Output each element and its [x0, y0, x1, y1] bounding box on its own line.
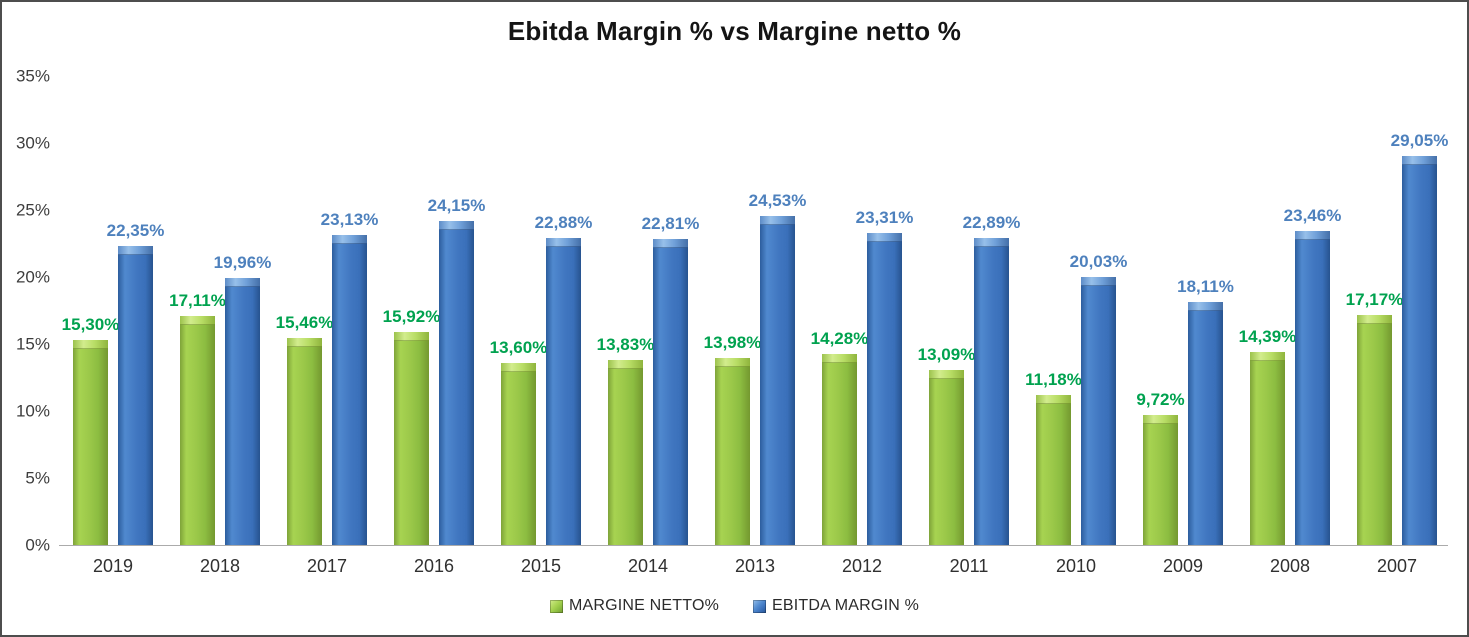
- margine-netto-data-label-2008: 14,39%: [1238, 327, 1297, 347]
- y-tick-label: 5%: [25, 468, 50, 488]
- bar-group-2015: 13,60% 22,88% 2015: [490, 76, 593, 575]
- margine-netto-bar-2016: 15,92%: [383, 308, 440, 545]
- margine-netto-bar-2015: 13,60%: [490, 339, 547, 545]
- legend-label-margine-netto: MARGINE NETTO%: [568, 597, 720, 614]
- x-axis-line: [59, 545, 1448, 546]
- margine-netto-data-label-2012: 14,28%: [810, 328, 869, 348]
- margine-netto-bar-2009: 9,72%: [1136, 391, 1185, 545]
- bar-group-2011: 13,09% 22,89% 2011: [918, 76, 1021, 575]
- x-tick-label-2009: 2009: [1162, 556, 1204, 576]
- x-tick-label-2008: 2008: [1269, 556, 1311, 576]
- x-tick-label-2015: 2015: [520, 556, 562, 576]
- ebitda-margin-bar-2009: 18,11%: [1177, 278, 1234, 545]
- ebitda-margin-data-label-2007: 29,05%: [1390, 130, 1449, 150]
- margine-netto-data-label-2015: 13,60%: [489, 337, 548, 357]
- ebitda-margin-bar-2017: 23,13%: [321, 211, 378, 545]
- ebitda-margin-data-label-2009: 18,11%: [1177, 277, 1234, 297]
- legend-marker-green-icon: [549, 599, 563, 613]
- margine-netto-bar-2017: 15,46%: [276, 314, 333, 545]
- margine-netto-data-label-2010: 11,18%: [1025, 370, 1082, 390]
- ebitda-margin-data-label-2015: 22,88%: [534, 213, 593, 233]
- bar-group-2018: 17,11% 19,96% 2018: [169, 76, 271, 575]
- ebitda-margin-data-label-2008: 23,46%: [1283, 205, 1342, 225]
- x-tick-label-2016: 2016: [413, 556, 455, 576]
- x-tick-label-2011: 2011: [949, 556, 989, 576]
- x-tick-label-2019: 2019: [92, 556, 134, 576]
- margine-netto-data-label-2019: 15,30%: [61, 314, 120, 334]
- legend-label-ebitda-margin: EBITDA MARGIN %: [772, 597, 920, 614]
- margine-netto-data-label-2018: 17,11%: [169, 290, 226, 310]
- y-tick-label: 35%: [15, 66, 50, 86]
- margine-netto-bar-2010: 11,18%: [1025, 371, 1082, 545]
- bar-group-2007: 17,17% 29,05% 2007: [1346, 76, 1449, 575]
- y-tick-label: 25%: [15, 200, 50, 220]
- x-tick-label-2012: 2012: [841, 556, 883, 576]
- margine-netto-data-label-2009: 9,72%: [1136, 389, 1185, 409]
- ebitda-margin-bar-2019: 22,35%: [107, 222, 164, 545]
- y-tick-label: 0%: [25, 535, 50, 555]
- ebitda-margin-data-label-2013: 24,53%: [748, 191, 807, 211]
- bar-group-2016: 15,92% 24,15% 2016: [383, 76, 486, 575]
- margine-netto-bar-2013: 13,98%: [704, 334, 761, 545]
- ebitda-margin-data-label-2018: 19,96%: [213, 252, 272, 272]
- ebitda-margin-bar-2011: 22,89%: [963, 214, 1020, 545]
- margine-netto-data-label-2016: 15,92%: [382, 306, 441, 326]
- margine-netto-data-label-2014: 13,83%: [596, 334, 655, 354]
- ebitda-margin-bar-2008: 23,46%: [1284, 207, 1341, 545]
- x-tick-label-2013: 2013: [734, 556, 776, 576]
- bar-group-2008: 14,39% 23,46% 2008: [1239, 76, 1342, 575]
- margine-netto-data-label-2013: 13,98%: [703, 332, 762, 352]
- margine-netto-bar-2007: 17,17%: [1346, 291, 1403, 545]
- y-axis: 0% 5% 10% 15% 20% 25% 30% 35%: [10, 68, 50, 554]
- legend-marker-blue-icon: [753, 599, 767, 613]
- ebitda-margin-data-label-2014: 22,81%: [641, 214, 700, 234]
- x-tick-label-2018: 2018: [199, 556, 241, 576]
- ebitda-margin-data-label-2017: 23,13%: [320, 210, 379, 230]
- legend-entry-ebitda-margin: EBITDA MARGIN %: [753, 597, 919, 615]
- bar-group-2014: 13,83% 22,81% 2014: [597, 76, 700, 575]
- margine-netto-bar-2018: 17,11%: [169, 292, 226, 545]
- ebitda-margin-data-label-2019: 22,35%: [106, 220, 165, 240]
- margine-netto-data-label-2007: 17,17%: [1345, 289, 1404, 309]
- y-tick-label: 10%: [15, 401, 50, 421]
- y-tick-label: 15%: [15, 334, 50, 354]
- ebitda-margin-data-label-2016: 24,15%: [427, 196, 486, 216]
- ebitda-margin-data-label-2011: 22,89%: [962, 213, 1021, 233]
- margine-netto-data-label-2011: 13,09%: [917, 344, 976, 364]
- bar-group-2019: 15,30% 22,35% 2019: [62, 76, 165, 575]
- margine-netto-bar-2011: 13,09%: [918, 346, 975, 545]
- x-tick-label-2014: 2014: [627, 556, 669, 576]
- bar-groups: 15,30% 22,35% 2019 17,11% 19,96% 2018 15,46% 23…: [62, 76, 1449, 575]
- margine-netto-bar-2008: 14,39%: [1239, 328, 1296, 545]
- margine-netto-bar-2019: 15,30%: [62, 316, 119, 545]
- x-tick-label-2010: 2010: [1055, 556, 1097, 576]
- ebitda-margin-data-label-2012: 23,31%: [855, 207, 914, 227]
- margine-netto-bar-2014: 13,83%: [597, 336, 654, 545]
- ebitda-margin-bar-2010: 20,03%: [1070, 253, 1127, 545]
- ebitda-margin-bar-2014: 22,81%: [642, 215, 699, 545]
- chart-title: Ebitda Margin % vs Margine netto %: [507, 16, 962, 46]
- ebitda-margin-bar-2018: 19,96%: [214, 254, 271, 545]
- ebitda-margin-bar-2007: 29,05%: [1391, 132, 1448, 545]
- bar-group-2017: 15,46% 23,13% 2017: [276, 76, 379, 575]
- y-tick-label: 30%: [15, 133, 50, 153]
- bar-group-2009: 9,72% 18,11% 2009: [1136, 76, 1234, 575]
- legend-entry-margine-netto: MARGINE NETTO%: [549, 597, 720, 615]
- margine-netto-bar-2012: 14,28%: [811, 330, 868, 545]
- ebitda-margin-bar-2015: 22,88%: [535, 214, 592, 545]
- bar-group-2012: 14,28% 23,31% 2012: [811, 76, 914, 575]
- ebitda-margin-bar-2016: 24,15%: [428, 197, 485, 545]
- x-tick-label-2007: 2007: [1376, 556, 1418, 576]
- ebitda-margin-bar-2012: 23,31%: [856, 209, 913, 545]
- x-tick-label-2017: 2017: [306, 556, 348, 576]
- y-tick-label: 20%: [15, 267, 50, 287]
- margine-netto-data-label-2017: 15,46%: [275, 312, 334, 332]
- legend: MARGINE NETTO% EBITDA MARGIN %: [2, 597, 1467, 615]
- bar-group-2013: 13,98% 24,53% 2013: [704, 76, 807, 575]
- ebitda-margin-data-label-2010: 20,03%: [1069, 251, 1128, 271]
- ebitda-margin-bar-2013: 24,53%: [749, 192, 806, 545]
- bar-group-2010: 11,18% 20,03% 2010: [1025, 76, 1127, 575]
